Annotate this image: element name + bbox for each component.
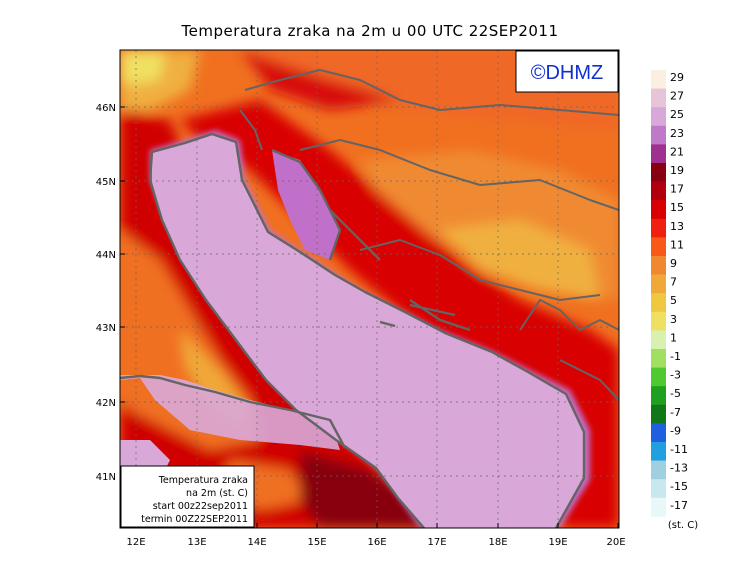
lon-label: 17E (427, 537, 446, 548)
colorbar-swatch (651, 163, 666, 182)
colorbar-label: 5 (670, 294, 677, 307)
colorbar-swatch (651, 218, 666, 238)
dhmz-logo: ©DHMZ (515, 50, 619, 93)
colorbar: 29 27 25 23 21 19 17 15 13 11 9 7 5 3 1 -1 -3 -5 -7 -9 -11 -1… (651, 70, 688, 517)
colorbar-swatch (651, 256, 666, 275)
colorbar-label: 11 (670, 238, 684, 251)
lat-label: 42N (96, 398, 116, 409)
temperature-field (120, 50, 619, 528)
colorbar-swatch (651, 404, 666, 424)
colorbar-swatch (651, 144, 666, 164)
lat-lon-grid (120, 50, 619, 528)
colorbar-swatch (651, 349, 666, 368)
lat-label: 41N (96, 472, 116, 483)
logo-text: ©DHMZ (531, 62, 604, 84)
colorbar-swatch (651, 181, 666, 201)
lat-label: 43N (96, 323, 116, 334)
colorbar-label: 19 (670, 164, 684, 177)
colorbar-swatch (651, 293, 666, 313)
colorbar-swatch (651, 70, 666, 89)
lat-label: 45N (96, 177, 116, 188)
colorbar-swatch (651, 367, 666, 387)
lon-label: 19E (548, 537, 567, 548)
colorbar-label: 3 (670, 313, 677, 326)
map-title: Temperatura zraka na 2m u 00 UTC 22SEP20… (181, 22, 559, 40)
lon-label: 18E (488, 537, 507, 548)
colorbar-label: 27 (670, 90, 684, 103)
colorbar-swatch (651, 274, 666, 294)
colorbar-label: 17 (670, 183, 684, 196)
colorbar-label: -13 (670, 462, 688, 475)
adriatic-sea (152, 134, 584, 528)
colorbar-label: 9 (670, 257, 677, 270)
colorbar-label: 21 (670, 145, 684, 158)
colorbar-swatch (651, 237, 666, 257)
colorbar-swatch (651, 423, 666, 443)
colorbar-swatch (651, 200, 666, 220)
colorbar-label: -15 (670, 480, 688, 493)
colorbar-swatch (651, 330, 666, 350)
colorbar-label: -9 (670, 424, 681, 437)
colorbar-label: 23 (670, 127, 684, 140)
info-line: na 2m (st. C) (186, 488, 248, 499)
colorbar-label: -7 (670, 406, 681, 419)
colorbar-swatch (651, 311, 666, 331)
colorbar-label: 25 (670, 108, 684, 121)
colorbar-label: 1 (670, 331, 677, 344)
colorbar-label: 7 (670, 276, 677, 289)
info-line: start 00z22sep2011 (153, 501, 248, 512)
colorbar-label: 15 (670, 201, 684, 214)
colorbar-swatch (651, 497, 666, 517)
colorbar-label: -5 (670, 387, 681, 400)
lon-label: 16E (367, 537, 386, 548)
colorbar-swatch (651, 442, 666, 461)
colorbar-swatch (651, 386, 666, 406)
colorbar-swatch (651, 88, 666, 108)
colorbar-label: -17 (670, 499, 688, 512)
lon-label: 14E (247, 537, 266, 548)
colorbar-unit: (st. C) (668, 520, 698, 531)
info-line: Temperatura zraka (158, 475, 248, 486)
colorbar-label: -11 (670, 443, 688, 456)
lat-label: 46N (96, 103, 116, 114)
map-frame (119, 49, 620, 529)
lat-label: 44N (96, 250, 116, 261)
info-box: Temperatura zraka na 2m (st. C) start 00… (120, 465, 255, 528)
info-line: termin 00Z22SEP2011 (141, 514, 248, 525)
lon-label: 15E (307, 537, 326, 548)
colorbar-label: -3 (670, 369, 681, 382)
colorbar-swatch (651, 107, 666, 127)
colorbar-swatch (651, 460, 666, 480)
colorbar-swatch (651, 125, 666, 145)
colorbar-label: -1 (670, 350, 681, 363)
colorbar-label: 29 (670, 71, 684, 84)
lon-label: 13E (187, 537, 206, 548)
lon-label: 12E (126, 537, 145, 548)
colorbar-label: 13 (670, 220, 684, 233)
colorbar-swatch (651, 479, 666, 499)
lon-label: 20E (606, 537, 625, 548)
